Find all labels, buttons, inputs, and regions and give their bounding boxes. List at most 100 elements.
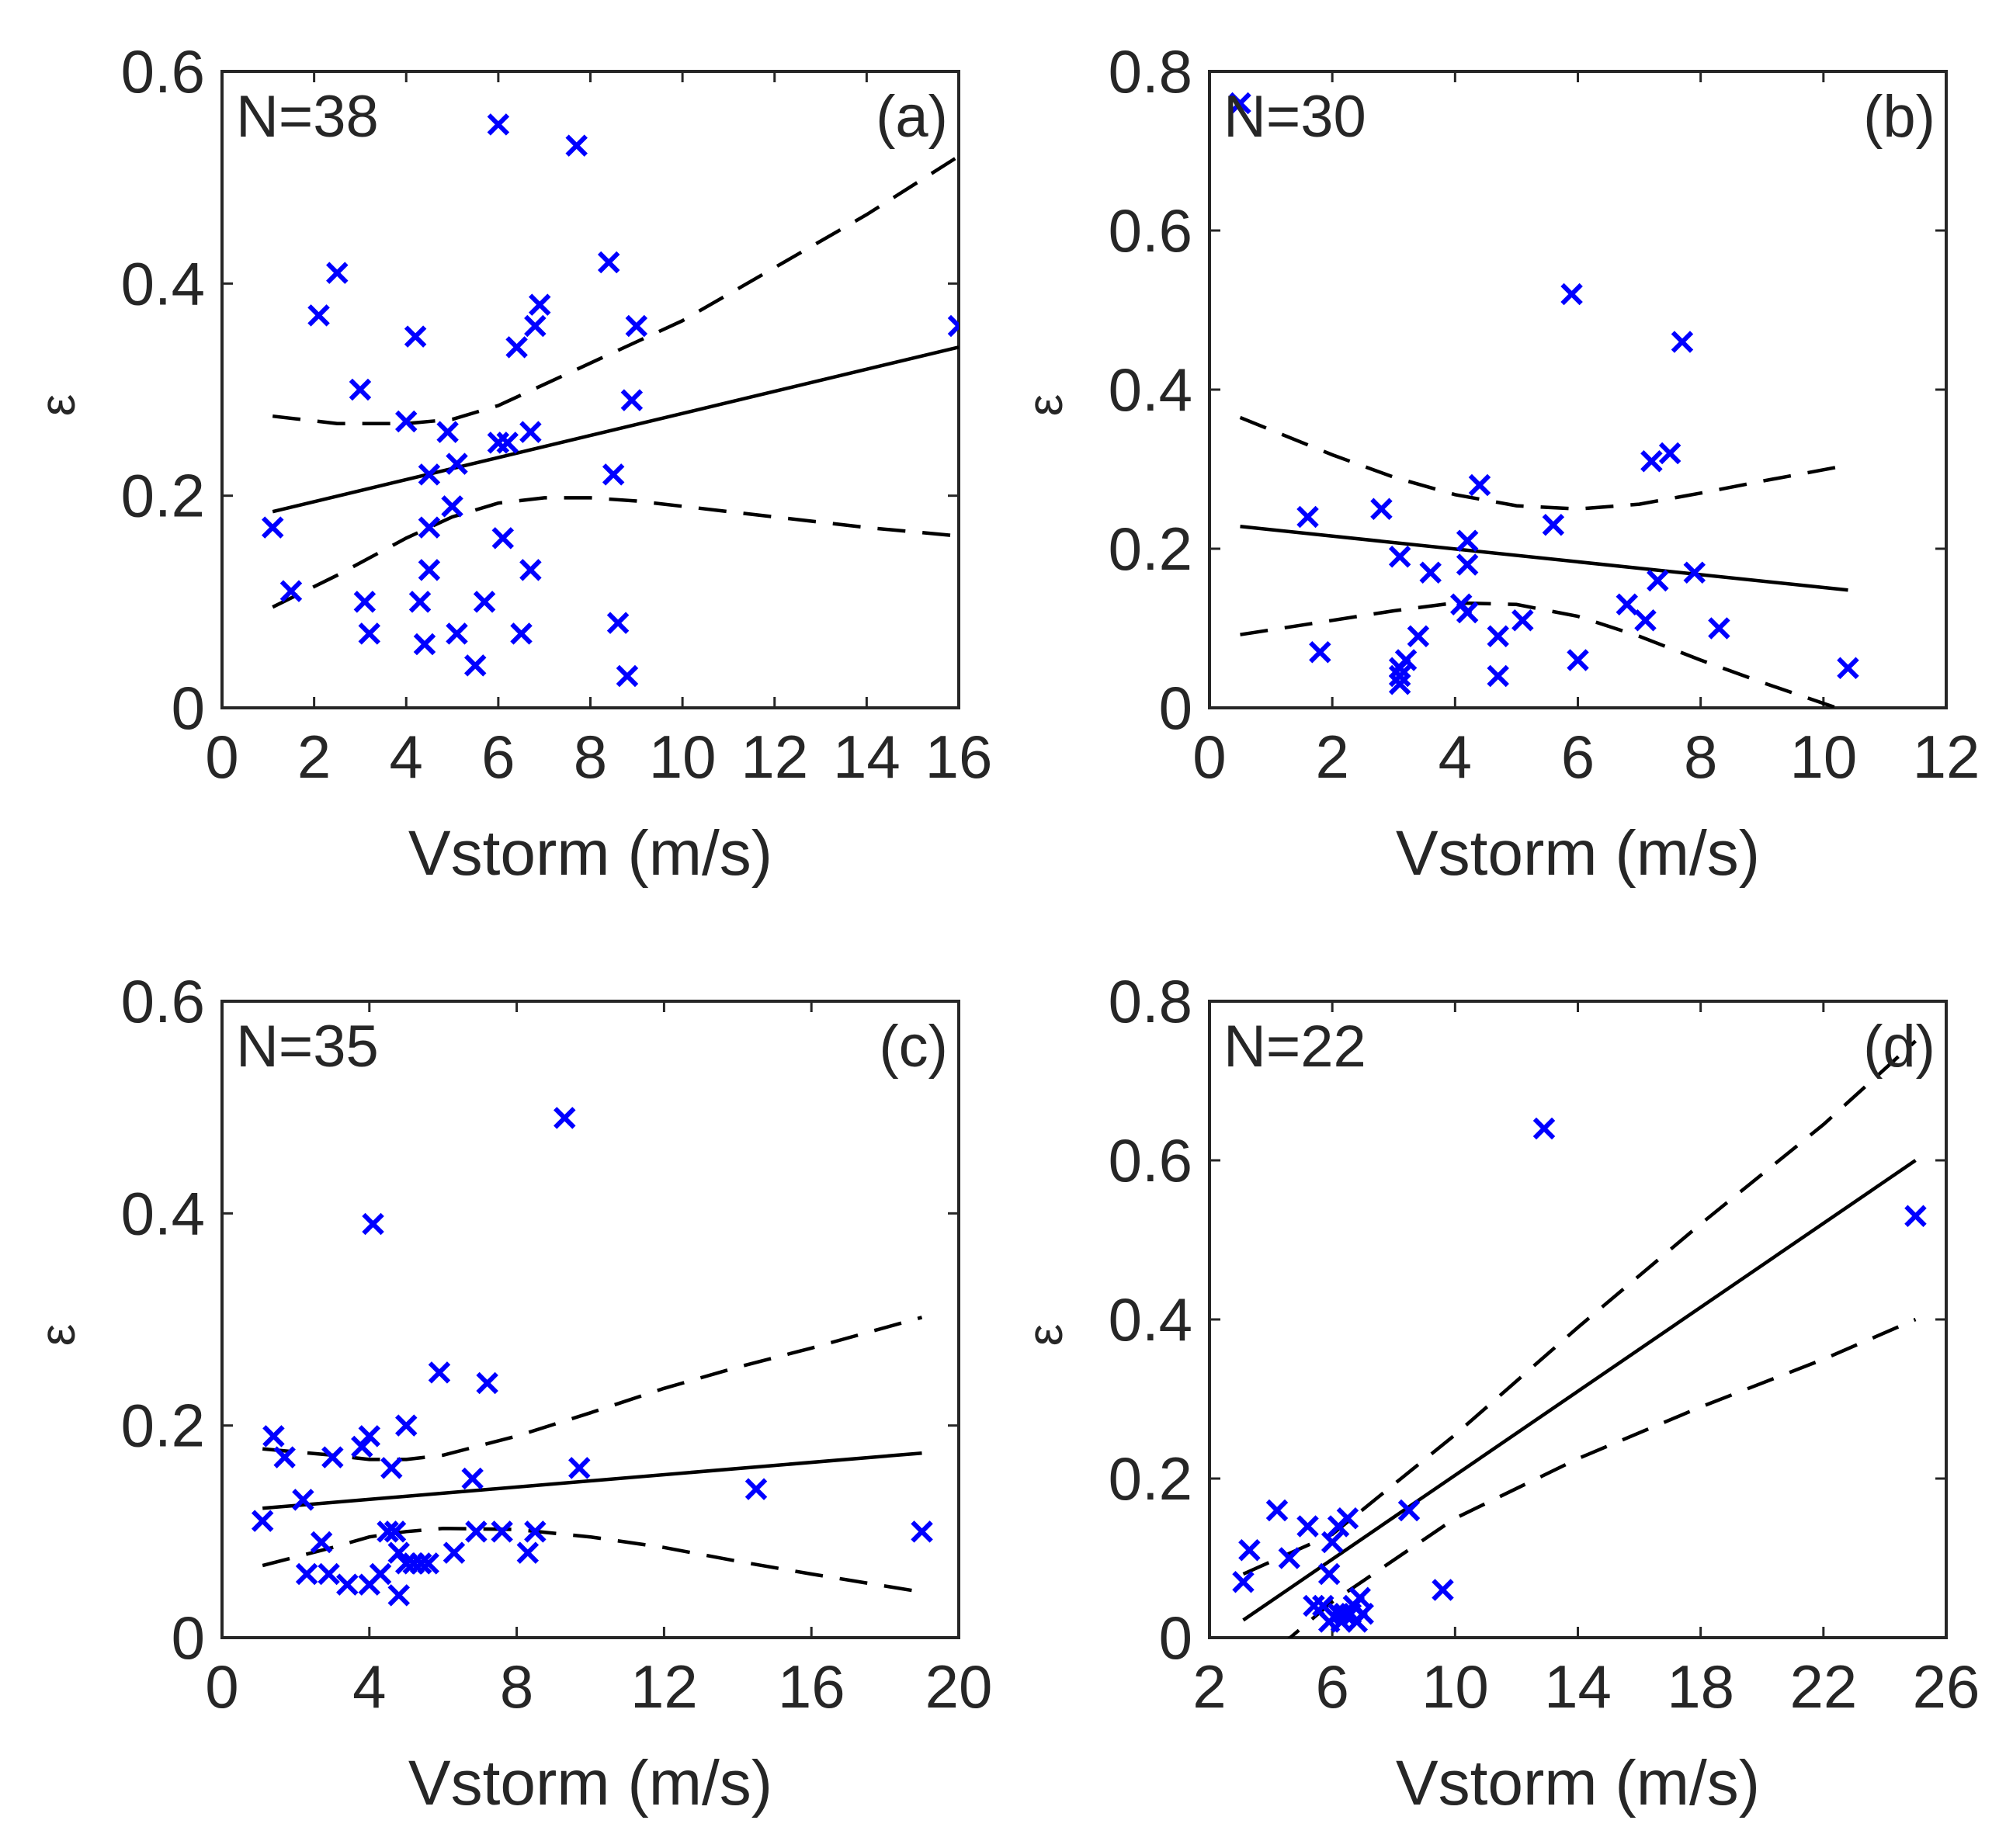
x-tick-label: 0 (205, 1652, 238, 1721)
x-tick-label: 10 (649, 723, 717, 791)
x-tick-label: 14 (833, 723, 901, 791)
data-point (358, 622, 381, 645)
data-point (310, 1531, 333, 1554)
y-tick-label: 0.2 (1109, 1444, 1192, 1513)
data-point (516, 1541, 540, 1564)
data-point (279, 580, 303, 602)
x-tick-label: 18 (1667, 1652, 1734, 1721)
data-point (395, 1414, 418, 1437)
data-point (465, 1520, 488, 1543)
n-label: N=30 (1223, 84, 1366, 150)
data-point (947, 314, 959, 338)
data-point (1407, 625, 1430, 647)
data-point (524, 1520, 547, 1543)
data-point (413, 633, 436, 656)
y-tick-label: 0 (1159, 674, 1192, 742)
data-point (1432, 1579, 1454, 1601)
panel-b: 0 2 4 6 8 10 12 0 0.2 0.4 0.6 0.8 Vstorm (m/s) ε N=30 (… (1017, 37, 1980, 889)
y-tick-label: 0.6 (1109, 1126, 1192, 1194)
data-point (273, 1446, 296, 1468)
data-point (1456, 529, 1479, 552)
data-point (1904, 1205, 1927, 1227)
data-point (616, 664, 639, 688)
ci-upper-line (272, 154, 959, 425)
fit-line (1242, 1159, 1917, 1622)
data-point (568, 1457, 591, 1479)
data-point (349, 378, 372, 401)
data-point (1388, 673, 1411, 695)
x-axis-label: Vstorm (m/s) (1396, 1748, 1760, 1819)
y-tick-label: 0.2 (121, 462, 205, 530)
data-point (353, 591, 377, 613)
y-tick-label: 0.4 (121, 249, 205, 317)
x-tick-label: 8 (500, 1652, 533, 1721)
data-point (519, 421, 542, 443)
data-point (292, 1489, 314, 1511)
data-point (1560, 283, 1583, 306)
data-point (1265, 1499, 1289, 1522)
x-tick-label: 0 (205, 723, 238, 791)
y-axis-label: ε (1017, 1324, 1073, 1347)
panel-label: (c) (879, 1014, 948, 1080)
x-tick-label: 20 (925, 1652, 993, 1721)
plot-area (251, 1107, 933, 1607)
data-point (597, 251, 620, 274)
data-point (358, 1425, 381, 1448)
data-point (1278, 1547, 1301, 1569)
data-point (442, 1541, 466, 1564)
data-point (1468, 473, 1491, 497)
plot-area (1232, 1039, 1927, 1638)
y-tick-label: 0.6 (121, 967, 205, 1035)
data-point (404, 325, 427, 348)
data-point (1640, 450, 1663, 473)
y-tick-label: 0 (1159, 1604, 1192, 1672)
data-point (369, 1562, 392, 1586)
data-point (384, 1520, 407, 1543)
y-tick-label: 0.8 (1109, 37, 1192, 106)
x-tick-label: 22 (1789, 1652, 1857, 1721)
data-point (417, 1552, 439, 1575)
data-point (1296, 1515, 1319, 1538)
ci-upper-line (1239, 415, 1848, 511)
ci-lower-line (1287, 1317, 1917, 1638)
data-point (1238, 1539, 1261, 1562)
n-label: N=35 (236, 1014, 379, 1080)
fit-line (1240, 525, 1848, 592)
x-tick-label: 6 (1315, 1652, 1348, 1721)
n-label: N=38 (236, 84, 379, 150)
data-point (1296, 505, 1319, 529)
y-tick-label: 0.2 (1109, 515, 1192, 583)
y-tick-label: 0.8 (1109, 967, 1192, 1035)
x-tick-label: 16 (925, 723, 993, 791)
data-point (436, 421, 459, 443)
data-point (1532, 1117, 1556, 1140)
y-tick-label: 0.6 (1109, 196, 1192, 265)
plot-area (262, 113, 959, 688)
data-point (1317, 1562, 1341, 1586)
x-tick-label: 6 (481, 723, 515, 791)
data-point (1511, 609, 1534, 632)
ci-lower-line (272, 496, 959, 609)
data-point (510, 622, 533, 645)
data-point (1388, 546, 1411, 568)
data-point (262, 516, 284, 539)
data-point (911, 1520, 933, 1543)
x-tick-label: 4 (352, 1652, 386, 1721)
axes-box (1208, 1000, 1948, 1639)
x-tick-label: 6 (1561, 723, 1595, 791)
data-point (418, 559, 441, 581)
data-point (1658, 442, 1682, 465)
data-point (1683, 561, 1706, 584)
x-tick-label: 16 (778, 1652, 845, 1721)
x-tick-label: 12 (741, 723, 808, 791)
x-tick-label: 2 (1315, 723, 1348, 791)
data-point (1456, 553, 1479, 576)
data-point (496, 432, 519, 454)
data-point (491, 527, 515, 550)
y-tick-label: 0.2 (121, 1392, 205, 1460)
data-point (1312, 1594, 1334, 1617)
data-point (326, 262, 349, 284)
